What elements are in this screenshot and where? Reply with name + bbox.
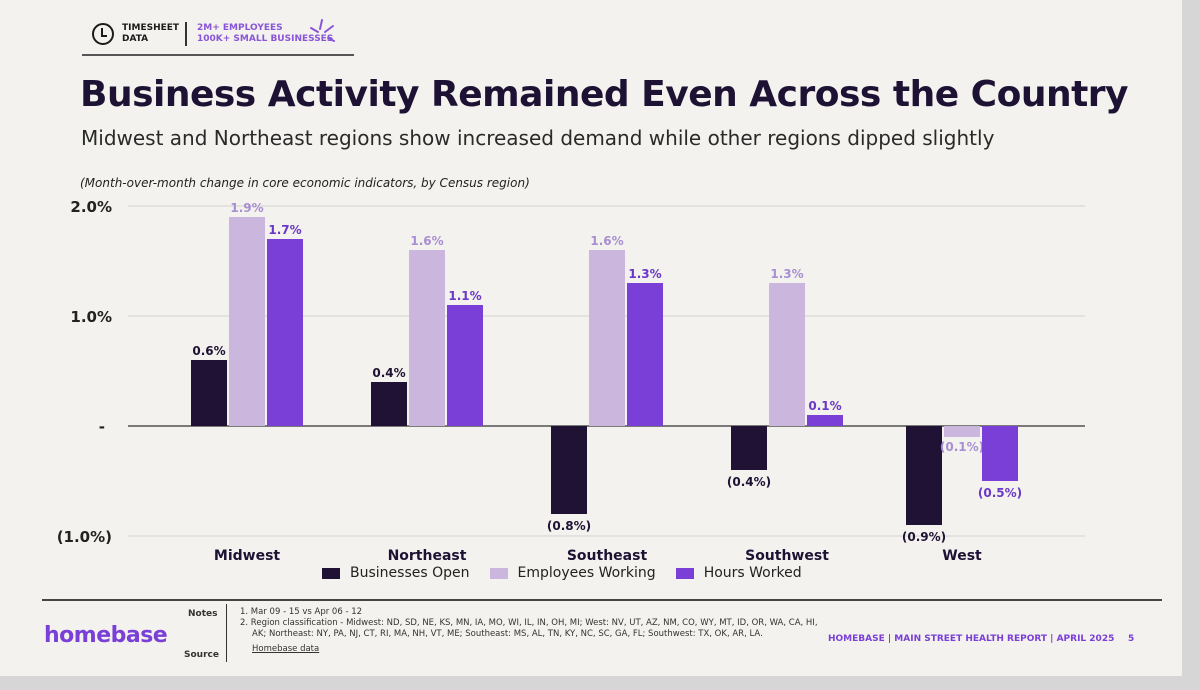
data-label: (0.1%) — [940, 440, 984, 454]
data-label: 1.6% — [410, 234, 443, 248]
x-category-label: West — [942, 548, 982, 564]
bar-businesses-open — [191, 360, 227, 426]
source-link[interactable]: Homebase data — [252, 644, 320, 654]
page-subtitle: Midwest and Northeast regions show incre… — [81, 126, 995, 150]
data-label: 1.3% — [770, 267, 803, 281]
legend: Businesses Open Employees Working Hours Wo… — [322, 565, 802, 581]
data-label: 0.1% — [808, 399, 841, 413]
y-tick-label: 2.0% — [70, 198, 112, 216]
bar-employees-working — [589, 250, 625, 426]
source-label: Source — [184, 650, 219, 660]
legend-item: Hours Worked — [675, 565, 802, 581]
bar-hours-worked — [982, 426, 1018, 481]
legend-item: Businesses Open — [322, 565, 470, 581]
bar-hours-worked — [627, 283, 663, 426]
clock-icon — [92, 23, 114, 45]
x-category-label: Northeast — [388, 548, 467, 564]
bar-businesses-open — [551, 426, 587, 514]
stats-line1: 2M+ EMPLOYEES — [197, 23, 283, 33]
divider — [185, 22, 187, 46]
chart-note: (Month-over-month change in core economi… — [80, 176, 530, 190]
bar-hours-worked — [807, 415, 843, 426]
bar-chart: 2.0% 1.0% - (1.0%) Midwest 0.6% 1.9% 1.7% Northe… — [57, 198, 1085, 564]
homebase-logo: homebase — [44, 623, 168, 648]
note-1: 1. Mar 09 - 15 vs Apr 06 - 12 — [240, 607, 363, 617]
data-label: (0.4%) — [727, 475, 771, 489]
data-label: 0.6% — [192, 344, 225, 358]
legend-swatch — [489, 567, 508, 579]
footer-divider — [42, 599, 1162, 601]
bar-employees-working — [229, 217, 265, 426]
x-category-label: Southwest — [745, 548, 829, 564]
x-category-label: Midwest — [214, 548, 281, 564]
data-label: 0.4% — [372, 366, 405, 380]
bar-businesses-open — [906, 426, 942, 525]
badge-line1: TIMESHEET — [122, 23, 180, 33]
x-category-label: Southeast — [567, 548, 648, 564]
bar-employees-working — [409, 250, 445, 426]
bar-businesses-open — [371, 382, 407, 426]
bar-hours-worked — [267, 239, 303, 426]
data-label: 1.9% — [230, 201, 263, 215]
y-tick-label: 1.0% — [70, 308, 112, 326]
sparkle-icon — [310, 19, 335, 42]
legend-label: Hours Worked — [703, 565, 802, 581]
data-label: 1.1% — [448, 289, 481, 303]
bar-employees-working — [769, 283, 805, 426]
notes-label: Notes — [188, 609, 218, 619]
data-label: (0.9%) — [902, 530, 946, 544]
legend-label: Employees Working — [517, 565, 656, 581]
data-badge: TIMESHEET DATA 2M+ EMPLOYEES 100K+ SMALL B… — [82, 18, 354, 56]
y-tick-label: (1.0%) — [57, 528, 112, 546]
bar-businesses-open — [731, 426, 767, 470]
note-2: 2. Region classification - Midwest: ND, … — [240, 618, 818, 639]
legend-label: Businesses Open — [350, 565, 470, 581]
y-tick-label: - — [99, 418, 105, 436]
legend-swatch — [322, 567, 340, 579]
data-label: (0.5%) — [978, 486, 1022, 500]
footer-separator — [226, 604, 227, 662]
badge-text: TIMESHEET DATA — [122, 23, 179, 45]
legend-swatch — [675, 567, 694, 579]
bar-hours-worked — [447, 305, 483, 426]
page-title: Business Activity Remained Even Across t… — [80, 74, 1129, 115]
bar-employees-working — [944, 426, 980, 437]
badge-line2: DATA — [122, 34, 149, 44]
slide: TIMESHEET DATA 2M+ EMPLOYEES 100K+ SMALL B… — [0, 0, 1182, 676]
data-label: 1.7% — [268, 223, 301, 237]
legend-item: Employees Working — [489, 565, 656, 581]
data-label: (0.8%) — [547, 519, 591, 533]
notes: 1. Mar 09 - 15 vs Apr 06 - 12 2. Region … — [240, 607, 820, 655]
stats-text: 2M+ EMPLOYEES 100K+ SMALL BUSINESSES — [197, 23, 333, 45]
stats-line2: 100K+ SMALL BUSINESSES — [197, 34, 334, 44]
report-footer: HOMEBASE | MAIN STREET HEALTH REPORT | A… — [828, 634, 1115, 644]
data-label: 1.3% — [628, 267, 661, 281]
data-label: 1.6% — [590, 234, 623, 248]
page-number: 5 — [1128, 634, 1135, 644]
